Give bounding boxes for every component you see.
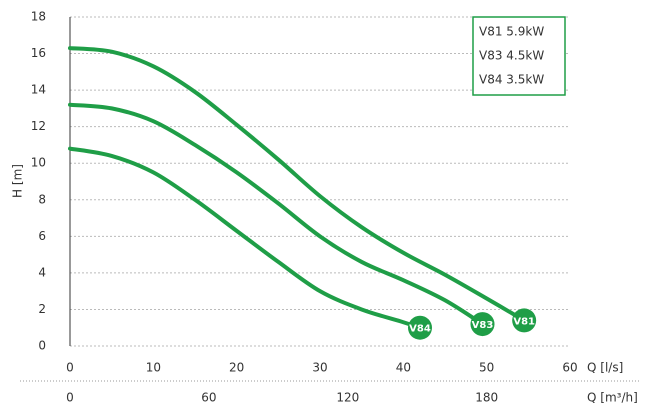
legend-box	[472, 16, 566, 96]
end-badge-label: V83	[472, 320, 494, 331]
end-badge	[512, 308, 537, 333]
end-badge	[470, 312, 495, 337]
y-axis-label: H [m]	[11, 164, 25, 198]
end-badge	[408, 315, 432, 340]
x2-tick-label: 0	[66, 391, 74, 405]
y-tick-label: 6	[38, 229, 46, 243]
x-tick-label: 60	[562, 361, 577, 375]
x-tick-label: 50	[479, 361, 494, 375]
x2-tick-label: 60	[201, 391, 216, 405]
x2-axis-label: Q [m³/h]	[587, 391, 638, 405]
curve	[68, 46, 527, 323]
curve	[68, 102, 485, 327]
end-badge-label: V81	[513, 316, 535, 327]
x-axis-label: Q [l/s]	[587, 361, 623, 375]
y-tick-label: 16	[31, 46, 46, 60]
x2-tick-label: 120	[336, 391, 359, 405]
y-tick-label: 12	[31, 119, 46, 133]
x-tick-label: 30	[312, 361, 327, 375]
y-tick-label: 14	[31, 83, 46, 97]
y-tick-label: 8	[38, 192, 46, 206]
y-tick-label: 2	[38, 302, 46, 316]
x2-tick-label: 180	[475, 391, 498, 405]
x-tick-label: 40	[396, 361, 411, 375]
y-tick-label: 0	[38, 339, 46, 353]
y-tick-label: 18	[31, 10, 46, 24]
x-tick-label: 20	[229, 361, 244, 375]
y-tick-label: 10	[31, 156, 46, 170]
y-tick-label: 4	[38, 265, 46, 279]
curve	[68, 146, 422, 330]
end-badge-label: V84	[409, 324, 431, 335]
legend-label: V83 4.5kW	[479, 49, 544, 63]
legend-label: V84 3.5kW	[479, 73, 544, 87]
legend-label: V81 5.9kW	[479, 25, 544, 39]
x-tick-label: 10	[146, 361, 161, 375]
x-tick-label: 0	[66, 361, 74, 375]
